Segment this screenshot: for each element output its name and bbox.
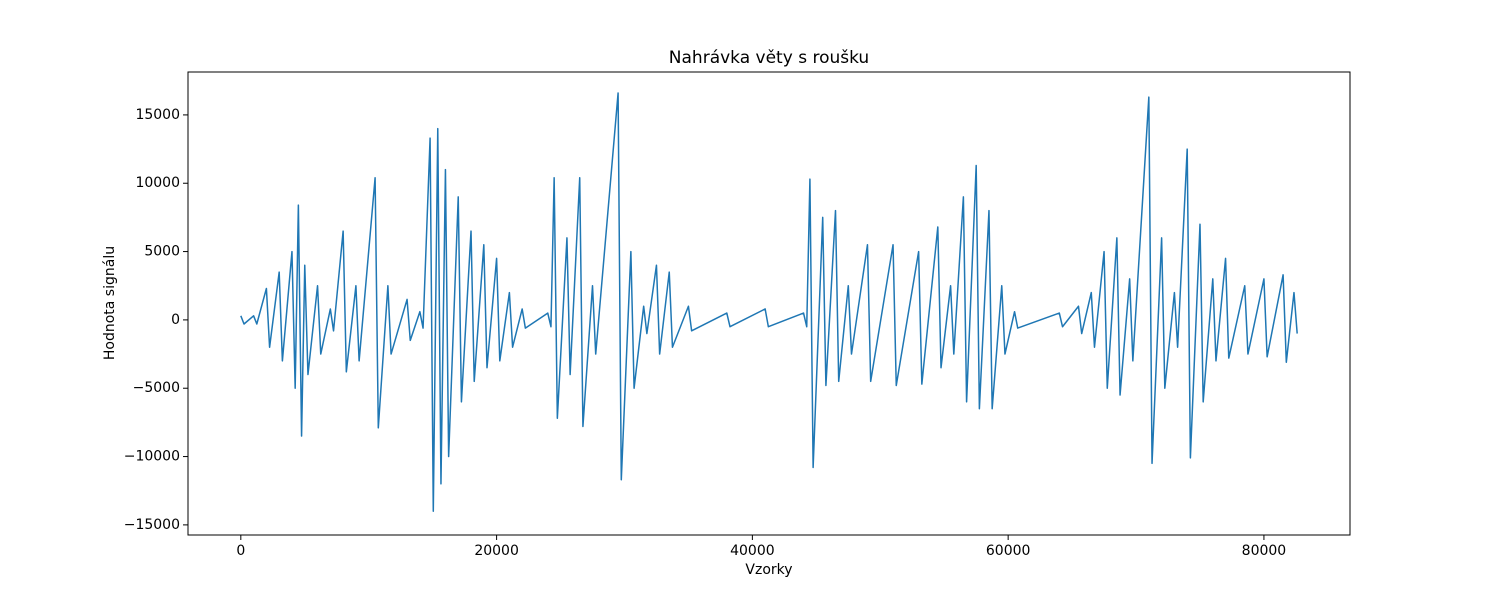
y-tick-label: 10000 bbox=[135, 175, 180, 191]
y-tick-label: 15000 bbox=[135, 107, 180, 123]
x-tick-label: 40000 bbox=[730, 543, 775, 559]
y-tick-label: −15000 bbox=[124, 517, 180, 533]
y-tick-label: −10000 bbox=[124, 449, 180, 465]
x-tick-label: 20000 bbox=[474, 543, 519, 559]
x-axis-label: Vzorky bbox=[745, 562, 792, 578]
x-tick-label: 80000 bbox=[1242, 543, 1287, 559]
plot-frame bbox=[187, 71, 1351, 536]
y-tick-label: −5000 bbox=[133, 380, 180, 396]
y-axis-label: Hodnota signálu bbox=[102, 246, 118, 360]
y-tick-label: 5000 bbox=[144, 244, 180, 260]
y-tick-label: 0 bbox=[171, 312, 180, 328]
x-tick-label: 0 bbox=[236, 543, 245, 559]
chart-title: Nahrávka věty s roušku bbox=[669, 48, 869, 68]
x-tick-label: 60000 bbox=[986, 543, 1031, 559]
signal-line bbox=[240, 92, 1298, 512]
